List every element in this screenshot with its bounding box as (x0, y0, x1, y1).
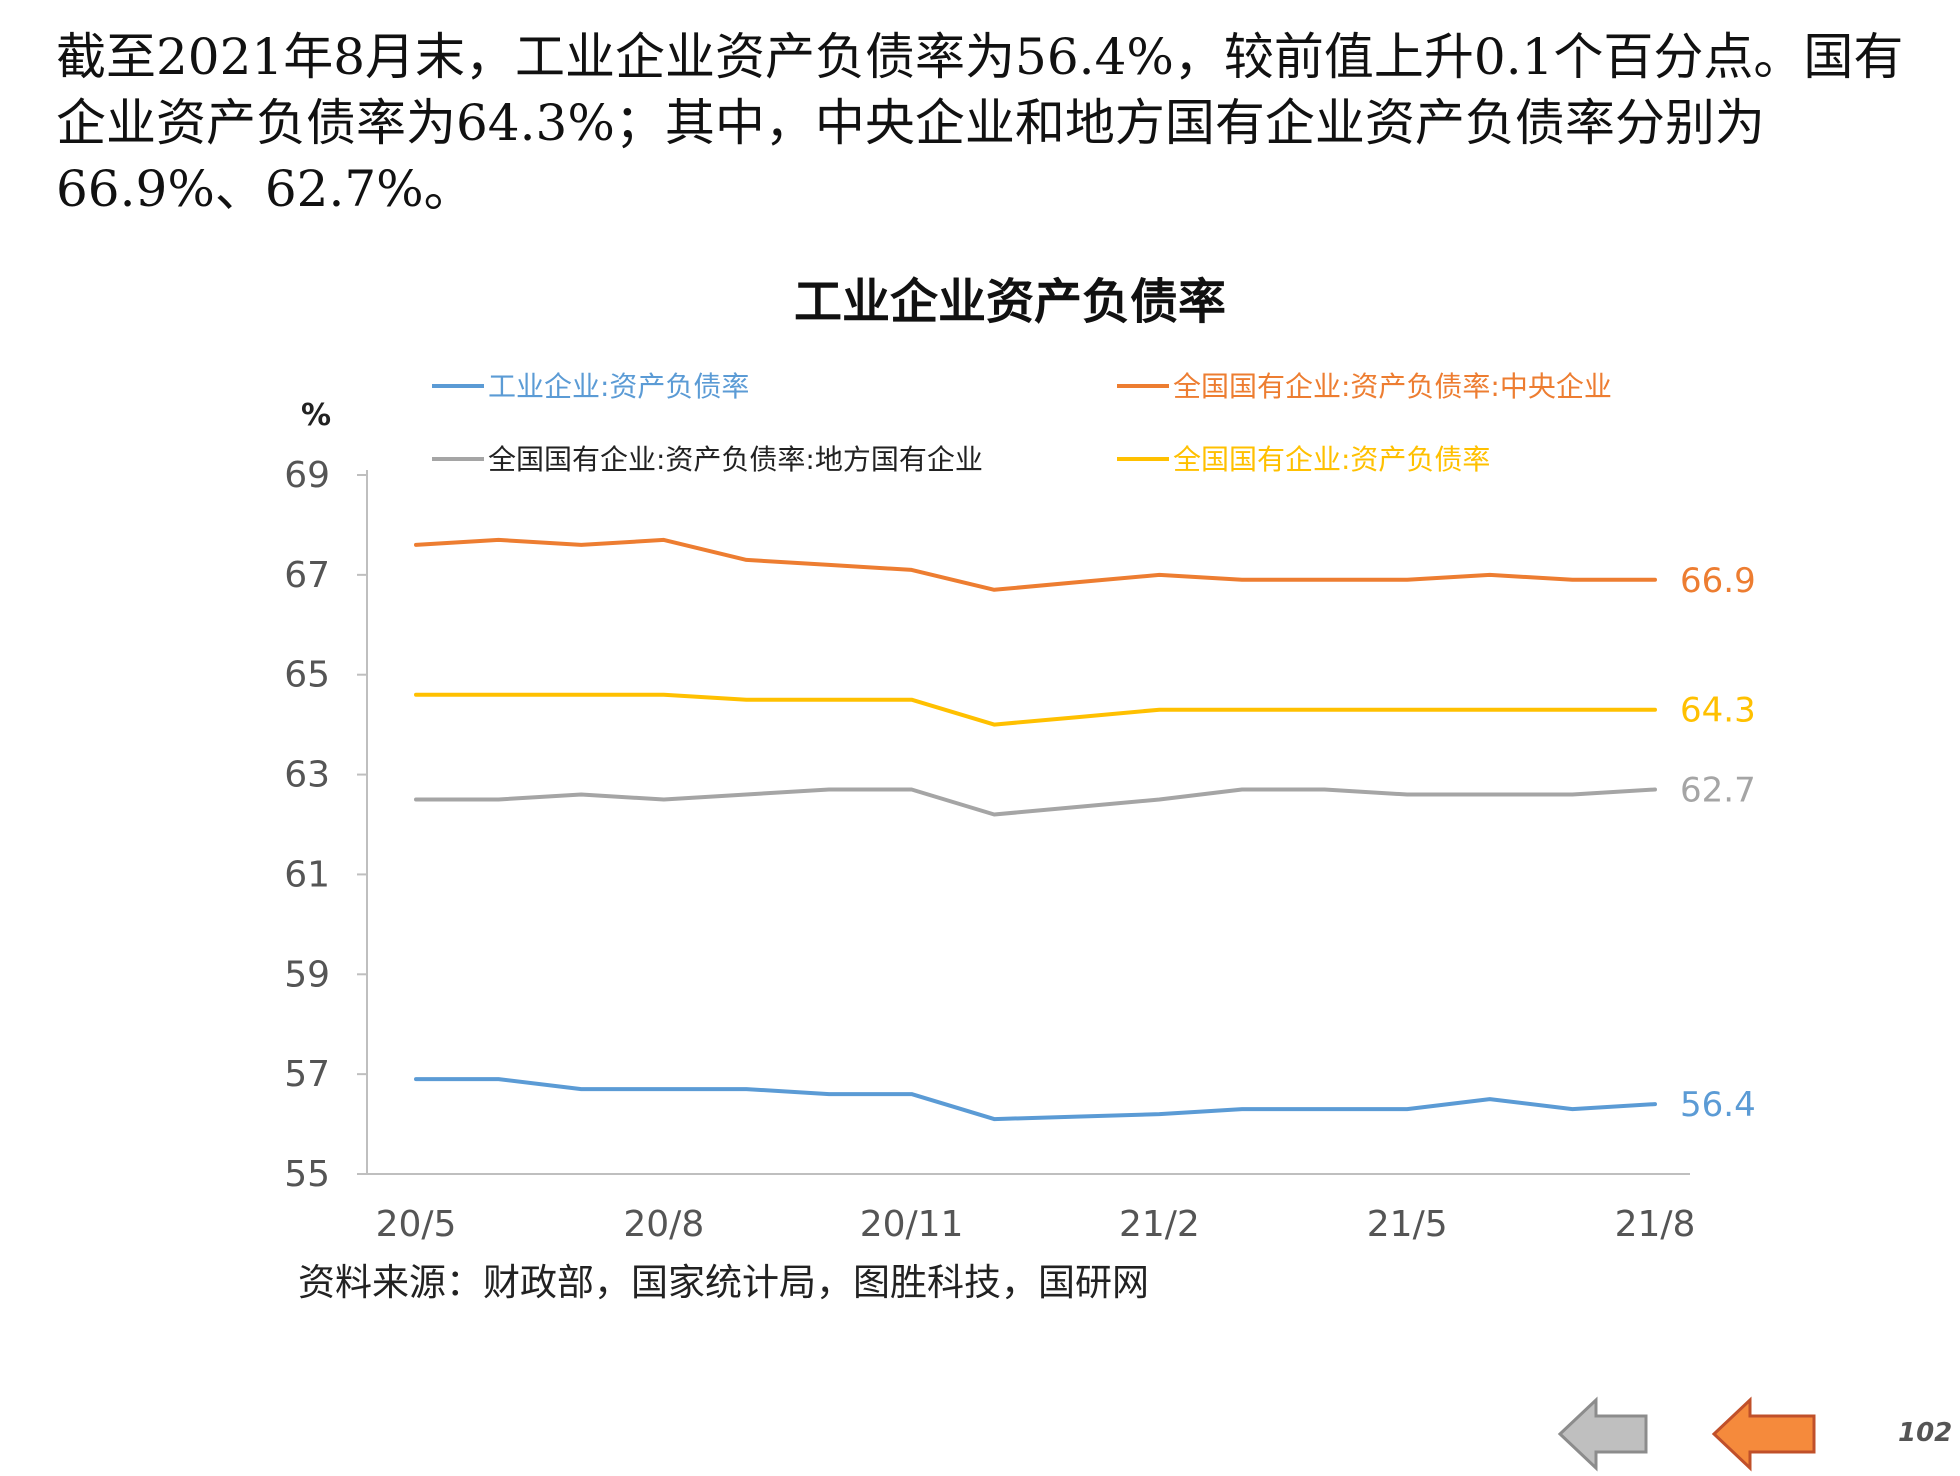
y-axis-unit: % (301, 398, 331, 433)
y-tick-label: 61 (284, 854, 330, 895)
x-tick-label: 21/2 (1119, 1204, 1200, 1245)
series-line-4 (414, 692, 1657, 727)
y-tick-label: 55 (284, 1154, 330, 1195)
arrow-left-orange-icon (1711, 1396, 1816, 1472)
end-value-label: 56.4 (1680, 1085, 1756, 1125)
legend-label: 全国国有企业:资产负债率:地方国有企业 (488, 443, 983, 476)
series-line-3 (414, 787, 1657, 817)
y-tick-label: 65 (284, 655, 330, 696)
y-tick-label: 67 (284, 555, 330, 596)
chart-title: 工业企业资产负债率 (794, 274, 1226, 330)
y-tick-label: 57 (284, 1054, 330, 1095)
y-tick-label: 63 (284, 755, 330, 796)
chart-series: 56.4 66.9 62.7 64.3 (414, 537, 1756, 1125)
next-button[interactable] (1710, 1396, 1820, 1472)
series-line-2 (414, 537, 1657, 592)
chart-axes: 69 67 65 63 61 59 57 55 20/5 20/8 20/11 21/2 21/5 21/… (284, 455, 1695, 1245)
series-line-1 (414, 1077, 1657, 1122)
end-value-label: 64.3 (1680, 691, 1756, 731)
chart-legend: 工业企业:资产负债率 全国国有企业:资产负债率:中央企业全国国有企业:资产负债率:… (432, 370, 1612, 476)
legend-label: 全国国有企业:资产负债率 (1173, 443, 1490, 476)
y-tick-label: 59 (284, 954, 330, 995)
y-tick-label: 69 (284, 455, 330, 496)
x-tick-label: 20/11 (860, 1204, 964, 1245)
x-tick-label: 21/8 (1615, 1204, 1696, 1245)
x-tick-label: 20/5 (376, 1204, 457, 1245)
x-tick-label: 21/5 (1367, 1204, 1448, 1245)
legend-label: 全国国有企业:资产负债率:中央企业 (1173, 370, 1612, 403)
back-button[interactable] (1556, 1396, 1650, 1472)
end-value-label: 66.9 (1680, 561, 1756, 601)
arrow-left-gray-icon (1557, 1396, 1648, 1472)
intro-paragraph: 截至2021年8月末，工业企业资产负债率为56.4%，较前值上升0.1个百分点。… (56, 28, 1904, 218)
legend-label: 工业企业:资产负债率 (488, 370, 749, 403)
source-note: 资料来源：财政部，国家统计局，图胜科技，国研网 (298, 1261, 1149, 1304)
page-number: 102 (1898, 1418, 1953, 1448)
x-tick-label: 20/8 (623, 1204, 704, 1245)
end-value-label: 62.7 (1680, 771, 1756, 811)
